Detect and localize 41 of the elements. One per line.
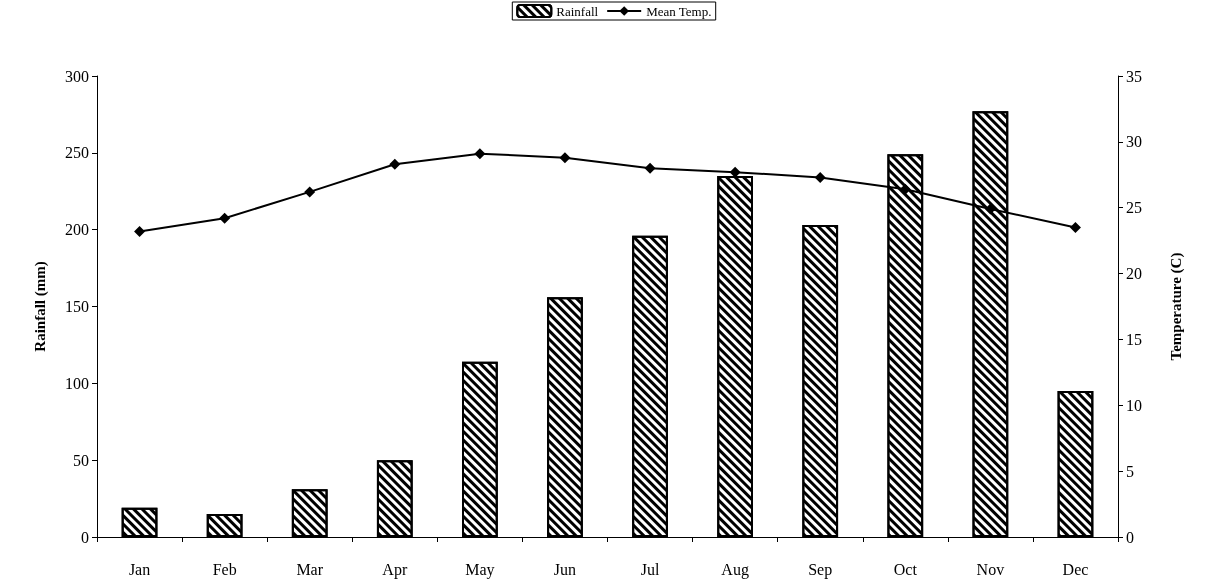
x-tick-label: Feb: [212, 560, 237, 578]
y-tick-label: 300: [65, 67, 89, 85]
x-tick-label: Aug: [721, 560, 749, 579]
y2-tick-label: 10: [1126, 396, 1142, 414]
x-tick-label: Mar: [296, 560, 324, 578]
x-tick-label: Jun: [553, 560, 577, 578]
x-tick-label: Jul: [640, 560, 660, 578]
legend-label: Mean Temp.: [646, 3, 712, 19]
y2-tick-label: 20: [1126, 265, 1142, 283]
x-tick-label: Sep: [808, 560, 833, 579]
point: [1069, 221, 1081, 233]
y-tick-label: 250: [65, 144, 89, 162]
point: [644, 162, 656, 174]
point: [559, 152, 571, 164]
y-tick-label: 0: [81, 528, 89, 546]
point: [474, 148, 486, 160]
y2-tick-label: 0: [1126, 528, 1134, 546]
y2-tick-label: 35: [1126, 67, 1142, 85]
y2-tick-label: 5: [1126, 462, 1134, 480]
y-tick-label: 200: [65, 221, 89, 239]
point: [304, 186, 316, 198]
y2-tick-label: 25: [1126, 199, 1142, 217]
y2-axis-title: Temperature (C): [1167, 252, 1185, 361]
x-tick-label: May: [465, 560, 495, 579]
y-tick-label: 100: [65, 374, 89, 392]
x-tick-label: Dec: [1062, 560, 1089, 578]
point: [134, 225, 146, 237]
point: [984, 203, 996, 215]
x-tick-label: Nov: [976, 560, 1005, 578]
x-tick-label: Jan: [128, 560, 151, 578]
point: [814, 171, 826, 183]
x-tick-label: Oct: [893, 560, 918, 578]
y2-tick-label: 15: [1126, 330, 1142, 348]
y-tick-label: 150: [65, 298, 89, 315]
y-tick-label: 50: [73, 451, 89, 469]
legend-label: Rainfall: [556, 3, 599, 19]
point: [219, 212, 231, 224]
y2-tick-label: 30: [1126, 133, 1142, 151]
y-axis-title: Rainfall (mm): [31, 261, 49, 352]
x-tick-label: Apr: [382, 560, 408, 579]
point: [389, 158, 401, 170]
